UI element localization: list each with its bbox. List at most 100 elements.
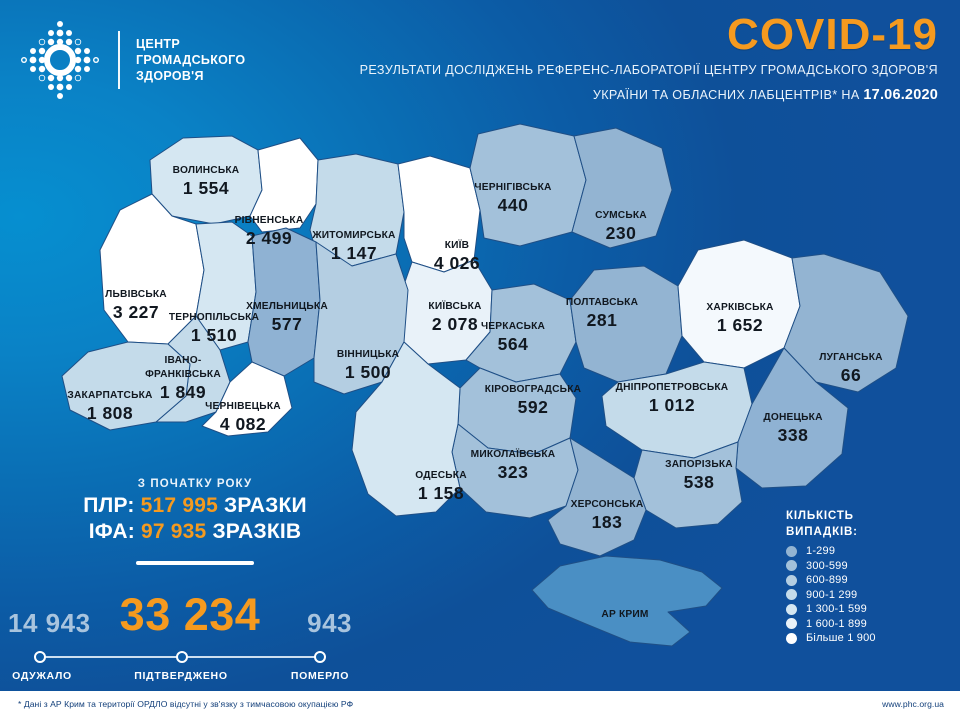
region-name-label: ДОНЕЦЬКА — [763, 412, 823, 423]
phc-dot-diamond-icon — [14, 14, 106, 106]
legend-swatch-icon — [786, 603, 797, 615]
legend-item-6: Більше 1 900 — [786, 632, 942, 644]
region-name-label: КІРОВОГРАДСЬКА — [485, 384, 582, 395]
legend-item-label: 1 300-1 599 — [806, 603, 867, 616]
region-name-label: КИЇВ — [445, 238, 470, 251]
legend-title: КІЛЬКІСТЬ ВИПАДКІВ: — [786, 508, 942, 539]
map-region[interactable] — [571, 127, 673, 249]
map-region[interactable] — [351, 341, 461, 517]
legend-item-label: 600-899 — [806, 574, 848, 587]
map-region[interactable] — [61, 341, 191, 431]
region-name-label: ВІННИЦЬКА — [337, 349, 400, 360]
region-name-label: ДНІПРОПЕТРОВСЬКА — [616, 382, 729, 393]
pcr-row: ПЛР: 517 995 ЗРАЗКИ — [0, 493, 390, 519]
region-name-label: КИЇВСЬКА — [428, 299, 482, 312]
region-name-label: МИКОЛАЇВСЬКА — [471, 447, 556, 460]
legend-title-line-2: ВИПАДКІВ: — [786, 524, 858, 538]
map-region[interactable] — [397, 155, 481, 273]
region-case-count: 1 158 — [418, 483, 464, 503]
region-name-label: ІВАНО- — [165, 355, 202, 366]
map-region[interactable] — [735, 347, 849, 489]
region-case-count: 3 227 — [113, 302, 159, 322]
pcr-value: 517 995 — [140, 494, 218, 517]
region-case-count: 538 — [684, 472, 715, 492]
region-name-label: ЗАКАРПАТСЬКА — [67, 390, 153, 401]
region-name-label: ЧЕРНІГІВСЬКА — [474, 182, 552, 193]
map-region[interactable] — [547, 437, 647, 557]
case-totals: 14 943 33 234 943 ОДУЖАЛО ПІДТВЕРДЖЕНО П… — [0, 592, 380, 688]
pcr-unit: ЗРАЗКИ — [224, 494, 307, 517]
pcr-label: ПЛР: — [83, 494, 135, 517]
region-name-label: ОДЕСЬКА — [415, 470, 467, 481]
region-name-label: ХАРКІВСЬКА — [706, 302, 774, 313]
legend-item-label: 1-299 — [806, 545, 836, 558]
region-case-count: 4 026 — [434, 253, 480, 273]
ifa-label: ІФА: — [88, 519, 135, 543]
map-region[interactable] — [531, 555, 723, 647]
region-case-count: 1 510 — [191, 325, 237, 345]
region-case-count: 1 554 — [183, 178, 229, 198]
recovered-dot — [34, 651, 46, 663]
region-case-count: 2 078 — [432, 314, 478, 334]
ifa-row: ІФА: 97 935 ЗРАЗКІВ — [0, 519, 390, 545]
region-case-count: 1 147 — [331, 243, 377, 263]
stats-divider — [136, 561, 254, 566]
region-name-label: ЛЬВІВСЬКА — [105, 289, 167, 300]
region-case-count: 1 500 — [345, 362, 391, 382]
map-legend: КІЛЬКІСТЬ ВИПАДКІВ: 1-299 300-599 600-899 9… — [786, 508, 942, 647]
testing-summary: З ПОЧАТКУ РОКУ ПЛР: 517 995 ЗРАЗКИ ІФА: … — [0, 478, 390, 566]
legend-item-label: 1 600-1 899 — [806, 617, 867, 630]
page-title: COVID-19 — [727, 10, 938, 59]
footer-bar: * Дані з АР Крим та території ОРДЛО відс… — [0, 691, 960, 721]
region-case-count: 281 — [587, 310, 618, 330]
region-name-label: ПОЛТАВСЬКА — [566, 297, 639, 308]
died-value: 943 — [307, 608, 352, 638]
legend-item-1: 300-599 — [786, 560, 942, 572]
died-label: ПОМЕРЛО — [290, 670, 350, 682]
region-case-count: 1 652 — [717, 315, 763, 335]
region-name-label: АР КРИМ — [601, 609, 648, 620]
region-case-count: 230 — [606, 223, 637, 243]
died-dot — [314, 651, 326, 663]
report-date: 17.06.2020 — [863, 87, 938, 103]
logo-line-2: ГРОМАДСЬКОГО — [136, 53, 246, 67]
recovered-value: 14 943 — [8, 608, 91, 638]
ukraine-choropleth-map: ВОЛИНСЬКА 1 554 РІВНЕНСЬКА 2 499 ЖИТОМИРСЬКА… — [0, 120, 960, 690]
legend-swatch-icon — [786, 574, 797, 586]
logo-line-1: ЦЕНТР — [136, 37, 180, 51]
totals-track — [34, 651, 326, 663]
ifa-value: 97 935 — [140, 519, 207, 543]
legend-item-label: 900-1 299 — [806, 588, 858, 601]
website-url[interactable]: www.phc.org.ua — [882, 699, 944, 709]
confirmed-dot — [176, 651, 188, 663]
legend-item-0: 1-299 — [786, 545, 942, 557]
map-region[interactable] — [201, 361, 293, 437]
legend-swatch-icon — [786, 545, 797, 557]
legend-item-5: 1 600-1 899 — [786, 618, 942, 630]
region-case-count: 183 — [592, 512, 623, 532]
organization-logo: ЦЕНТР ГРОМАДСЬКОГО ЗДОРОВ'Я — [14, 14, 245, 106]
region-case-count: 577 — [272, 314, 303, 334]
region-name-label: ЧЕРНІВЕЦЬКА — [205, 401, 281, 412]
region-name-label: ЖИТОМИРСЬКА — [311, 230, 396, 241]
subtitle-line-2: УКРАЇНИ ТА ОБЛАСНИХ ЛАБЦЕНТРІВ* НА 17.06… — [593, 87, 938, 103]
region-name-label: ХМЕЛЬНИЦЬКА — [246, 301, 328, 312]
legend-swatch-icon — [786, 560, 797, 572]
region-name-label: ТЕРНОПІЛЬСЬКА — [169, 312, 260, 323]
region-case-count: 323 — [498, 462, 529, 482]
legend-swatch-icon — [786, 618, 797, 630]
legend-item-4: 1 300-1 599 — [786, 603, 942, 615]
region-case-count: 338 — [778, 425, 809, 445]
logo-divider — [118, 31, 120, 89]
legend-swatch-icon — [786, 632, 797, 644]
region-case-count: 564 — [498, 334, 529, 354]
legend-title-line-1: КІЛЬКІСТЬ — [786, 509, 854, 522]
region-case-count: 1 849 — [160, 382, 206, 402]
since-year-label: З ПОЧАТКУ РОКУ — [137, 478, 253, 490]
recovered-label: ОДУЖАЛО — [12, 670, 72, 682]
map-region[interactable] — [465, 283, 577, 383]
region-case-count: 1 808 — [87, 403, 133, 423]
region-case-count: 66 — [841, 365, 861, 385]
region-case-count: 4 082 — [220, 414, 266, 434]
